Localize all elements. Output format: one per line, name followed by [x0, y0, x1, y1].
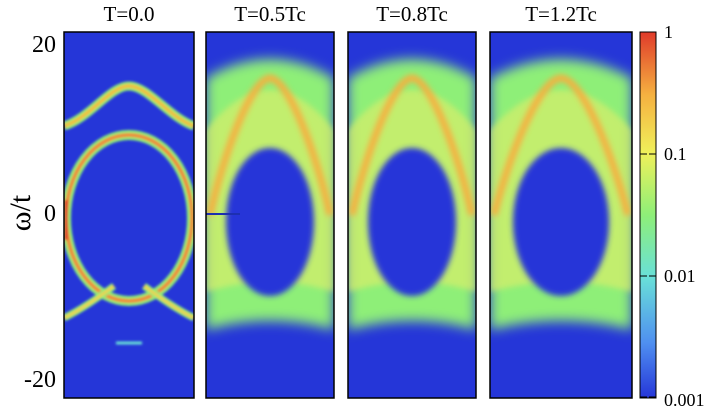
colorbar-tick-label-1: 1: [664, 22, 673, 42]
panel-t05: [205, 31, 335, 399]
panel-title-t08: T=0.8Tc: [376, 2, 448, 26]
panel-t12: [489, 31, 633, 399]
colorbar-tick-label-0.01: 0.01: [664, 266, 696, 286]
panel-t08: [347, 31, 477, 399]
panel-t0: [63, 31, 195, 399]
y-tick-label-top: 20: [32, 32, 56, 58]
colorbar-tick-label-0.001: 0.001: [664, 390, 705, 410]
y-tick-label-zero: 0: [44, 201, 56, 227]
colorbar: 1 0.1 0.01 0.001: [639, 22, 705, 410]
panel-title-t05: T=0.5Tc: [234, 2, 306, 26]
colorbar-gradient: [639, 31, 657, 399]
y-axis-label: ω/t: [4, 194, 37, 231]
y-tick-label-bottom: -20: [24, 367, 56, 393]
colorbar-minor-ticks: [640, 31, 656, 398]
panel-title-t12: T=1.2Tc: [525, 2, 597, 26]
colorbar-tick-label-0.1: 0.1: [664, 144, 687, 164]
panel-title-t0: T=0.0: [104, 2, 155, 26]
